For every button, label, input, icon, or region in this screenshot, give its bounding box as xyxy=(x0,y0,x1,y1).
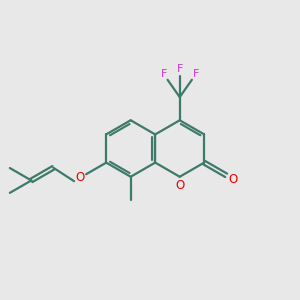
Text: F: F xyxy=(176,64,183,74)
Text: F: F xyxy=(160,69,167,80)
Text: O: O xyxy=(175,178,184,192)
Text: F: F xyxy=(192,69,199,80)
Text: O: O xyxy=(75,171,84,184)
Text: O: O xyxy=(229,173,238,186)
